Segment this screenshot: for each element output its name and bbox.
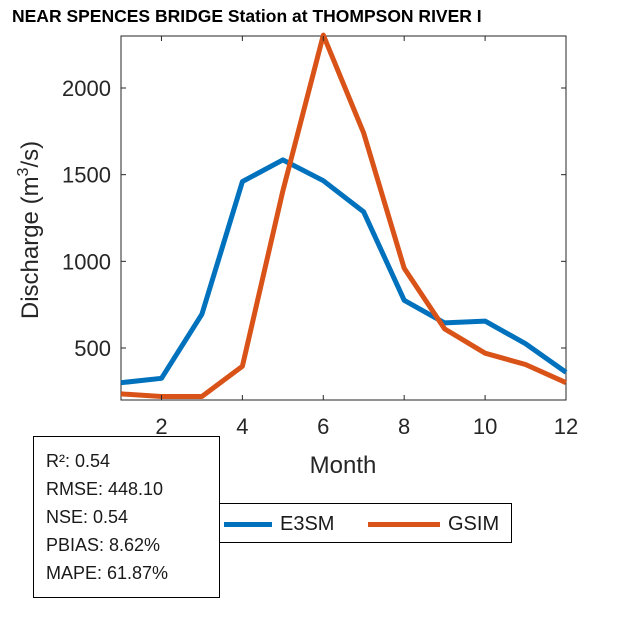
legend-swatch-gsim xyxy=(368,521,440,527)
stat-pbias: PBIAS: 8.62% xyxy=(46,535,161,555)
series-line-e3sm xyxy=(120,157,568,386)
legend-label-e3sm: E3SM xyxy=(280,512,335,535)
series-line-gsim xyxy=(120,32,568,399)
axes-box xyxy=(120,35,567,401)
y-tick-label: 500 xyxy=(74,336,111,361)
y-axis-label-main: Discharge (m xyxy=(17,176,44,319)
y-tick-label: 1000 xyxy=(62,249,111,274)
plot-frame xyxy=(120,35,567,401)
stats-box: R²: 0.54 RMSE: 448.10 NSE: 0.54 PBIAS: 8… xyxy=(33,436,220,598)
stat-rmse: RMSE: 448.10 xyxy=(46,479,164,499)
legend-swatch-e3sm xyxy=(224,521,272,527)
stat-mape: MAPE: 61.87% xyxy=(46,563,169,583)
x-tick-label: 2 xyxy=(155,414,167,439)
series-layer xyxy=(120,32,568,399)
stat-r2: R²: 0.54 xyxy=(46,451,111,471)
x-tick-label: 8 xyxy=(398,414,410,439)
y-tick-label: 2000 xyxy=(62,76,111,101)
legend-item-gsim: GSIM xyxy=(368,504,499,544)
legend-label-gsim: GSIM xyxy=(448,512,500,535)
y-axis-label-sup: 3 xyxy=(15,167,32,176)
x-tick-label: 10 xyxy=(473,414,497,439)
x-tick-label: 12 xyxy=(554,414,578,439)
y-axis-label-tail: /s) xyxy=(17,141,44,168)
legend-item-e3sm: E3SM xyxy=(224,504,334,544)
x-axis-label: Month xyxy=(310,452,377,479)
ticks-layer: 2 4 6 8 10 12 500 1000 1500 2000 xyxy=(62,36,578,439)
legend: E3SM GSIM xyxy=(220,503,512,543)
x-tick-label: 6 xyxy=(317,414,329,439)
y-axis-label: Discharge (m3/s) xyxy=(15,141,44,319)
stat-nse: NSE: 0.54 xyxy=(46,507,129,527)
chart-title: NEAR SPENCES BRIDGE Station at THOMPSON … xyxy=(12,6,482,26)
x-tick-label: 4 xyxy=(236,414,248,439)
y-tick-label: 1500 xyxy=(62,163,111,188)
